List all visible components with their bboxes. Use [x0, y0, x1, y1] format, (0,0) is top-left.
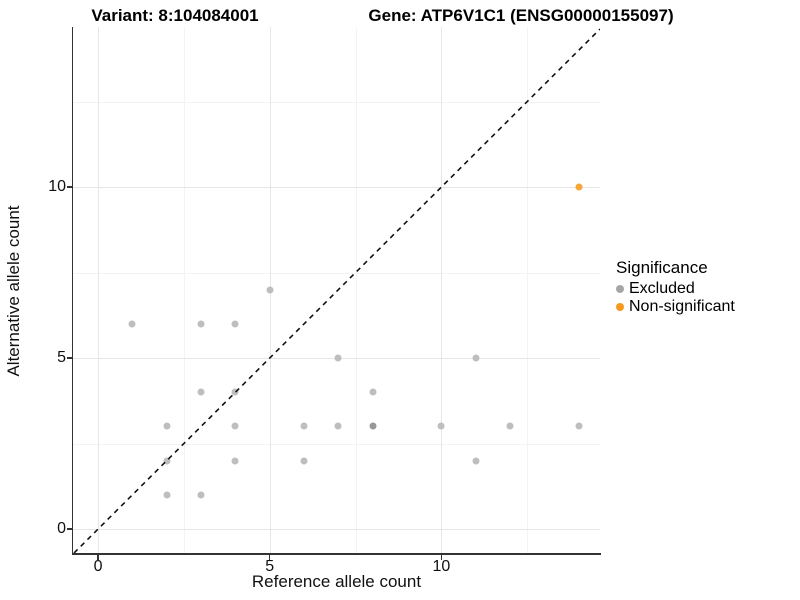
y-tick-label: 5: [57, 349, 66, 367]
x-axis-label: Reference allele count: [251, 572, 422, 591]
data-point-excluded: [163, 491, 171, 499]
legend-dot-icon: [616, 303, 624, 311]
data-point-excluded: [575, 422, 583, 430]
data-point-excluded: [231, 388, 239, 396]
y-tick-mark: [66, 357, 72, 359]
minor-gridline: [73, 272, 600, 274]
y-axis-line: [71, 27, 73, 555]
minor-gridline: [183, 27, 185, 553]
data-point-excluded: [163, 457, 171, 465]
data-point-excluded: [231, 422, 239, 430]
data-point-excluded: [506, 422, 514, 430]
data-point-excluded: [369, 388, 377, 396]
legend-item-non-significant: Non-significant: [616, 298, 735, 316]
plot-panel: [73, 27, 600, 553]
x-tick-label: 0: [93, 558, 103, 575]
x-tick-mark: [268, 554, 271, 560]
legend-items: Excluded Non-significant: [616, 280, 735, 316]
data-point-excluded: [472, 457, 480, 465]
legend-item-label: Excluded: [629, 280, 695, 297]
data-point-non-significant: [575, 183, 583, 191]
major-gridline: [441, 27, 443, 553]
y-tick-label: 10: [48, 178, 66, 196]
data-point-excluded: [197, 491, 205, 499]
legend: Significance Excluded Non-significant: [616, 257, 735, 316]
data-point-excluded: [231, 320, 239, 328]
data-point-excluded: [300, 457, 308, 465]
minor-gridline: [355, 27, 357, 553]
data-point-excluded: [197, 320, 205, 328]
data-point-excluded: [334, 354, 342, 362]
minor-gridline: [527, 27, 529, 553]
major-gridline: [98, 27, 100, 553]
variant-title: Variant: 8:104084001: [91, 6, 259, 25]
legend-item-label: Non-significant: [629, 298, 735, 315]
x-tick-mark: [440, 554, 443, 560]
x-axis-line: [71, 553, 601, 555]
minor-gridline: [73, 101, 600, 103]
x-tick-label: 10: [432, 558, 451, 575]
y-tick-mark: [66, 186, 72, 188]
y-tick-label: 0: [57, 520, 66, 538]
data-point-excluded: [266, 286, 274, 294]
gene-title: Gene: ATP6V1C1 (ENSG00000155097): [368, 6, 674, 25]
y-axis-label: Alternative allele count: [4, 205, 23, 377]
data-point-excluded: [163, 422, 171, 430]
x-tick-label: 5: [265, 558, 275, 575]
data-point-excluded: [437, 422, 445, 430]
identity-reference-line: [73, 28, 600, 553]
data-point-excluded: [472, 354, 480, 362]
data-point-excluded: [369, 422, 377, 430]
major-gridline: [73, 529, 600, 531]
legend-dot-icon: [616, 285, 624, 293]
legend-item-excluded: Excluded: [616, 280, 735, 298]
data-point-excluded: [300, 422, 308, 430]
data-point-excluded: [334, 422, 342, 430]
y-tick-mark: [66, 528, 72, 530]
minor-gridline: [73, 443, 600, 445]
legend-title: Significance: [616, 258, 708, 277]
x-tick-mark: [97, 554, 99, 560]
major-gridline: [73, 187, 600, 189]
data-point-excluded: [231, 457, 239, 465]
data-point-excluded: [128, 320, 136, 328]
data-point-excluded: [197, 388, 205, 396]
